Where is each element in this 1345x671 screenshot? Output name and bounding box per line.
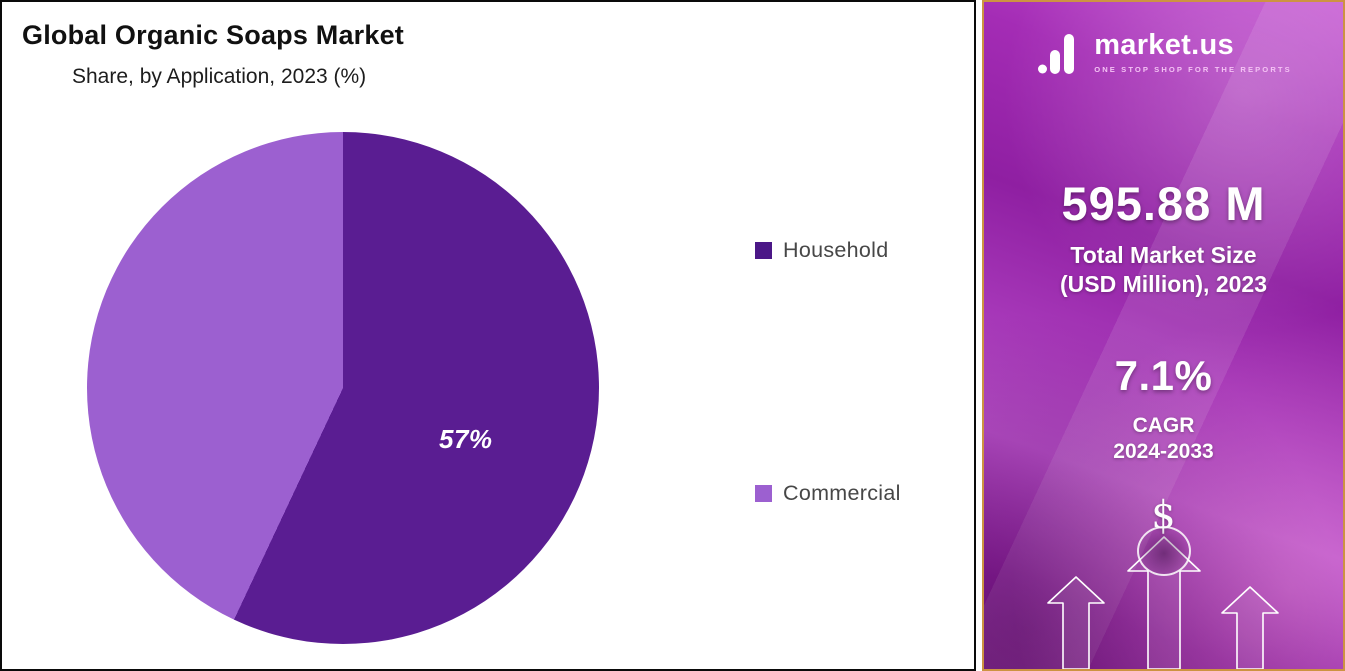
marketus-logo: market.us ONE STOP SHOP FOR THE REPORTS — [1035, 28, 1292, 76]
brand-name: market.us — [1094, 28, 1234, 61]
market-size-value: 595.88 M — [1061, 177, 1266, 230]
legend-label-commercial: Commercial — [783, 481, 901, 505]
cagr-period: 2024-2033 — [1113, 440, 1214, 464]
legend-item-commercial: Commercial — [755, 481, 901, 506]
cagr-label: CAGR — [1132, 413, 1195, 437]
market-size-label-line1: Total Market Size — [1070, 242, 1257, 268]
info-content: market.us ONE STOP SHOP FOR THE REPORTS … — [984, 2, 1343, 669]
legend-label-household: Household — [783, 238, 889, 262]
market-size-label-line2: (USD Million), 2023 — [1059, 270, 1268, 297]
legend-item-household: Household — [755, 238, 901, 263]
pie-slice-label-household: 57% — [439, 424, 493, 454]
chart-subtitle: Share, by Application, 2023 (%) — [72, 65, 367, 88]
chart-panel: Global Organic Soaps Market Share, by Ap… — [0, 0, 976, 671]
marketus-logo-icon — [1038, 34, 1075, 74]
chart-title: Global Organic Soaps Market — [22, 20, 405, 50]
brand-tagline: ONE STOP SHOP FOR THE REPORTS — [1094, 64, 1292, 74]
cagr-value: 7.1% — [1114, 351, 1213, 399]
legend-swatch-household — [755, 242, 772, 259]
cup-ring-decoration — [1136, 525, 1191, 576]
pie-chart: 57% — [87, 132, 599, 644]
chart-legend: Household Commercial — [755, 238, 901, 506]
brand-text-block: market.us ONE STOP SHOP FOR THE REPORTS — [1094, 28, 1292, 74]
marketus-info-panel: market.us ONE STOP SHOP FOR THE REPORTS … — [982, 0, 1345, 671]
legend-swatch-commercial — [755, 485, 772, 502]
